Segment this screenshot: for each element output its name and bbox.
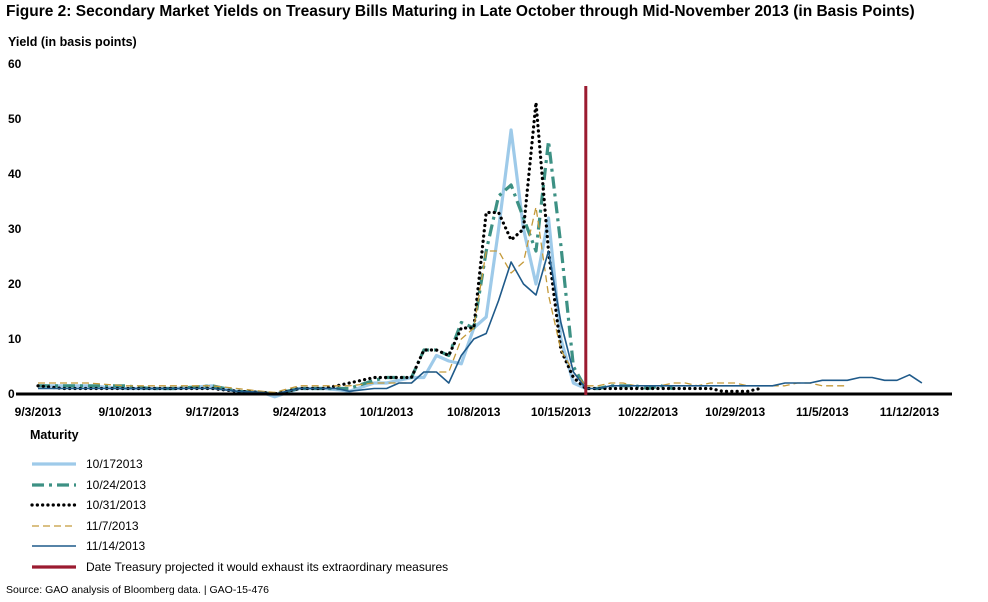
legend-swatch [32,483,76,487]
y-tick-label: 40 [8,167,22,181]
x-tick-label: 9/3/2013 [15,405,62,419]
y-tick-label: 0 [8,387,15,401]
legend: Maturity 10/172013 10/24/2013 10/31/2013 11… [30,428,448,577]
x-tick-label: 10/29/2013 [705,405,765,419]
series-line-2 [38,139,674,396]
x-tick-label: 9/17/2013 [186,405,240,419]
y-tick-label: 10 [8,332,22,346]
legend-item: 11/7/2013 [30,516,448,537]
legend-swatch [32,565,76,569]
x-tick-label: 10/15/2013 [531,405,591,419]
y-tick-label: 30 [8,222,22,236]
chart-title: Figure 2: Secondary Market Yields on Tre… [6,3,915,20]
line-chart: 0 10 20 30 40 50 60 9/3/2013 9/10/2013 9/17/2013… [8,57,952,419]
legend-label: 10/24/2013 [86,477,147,492]
x-tick-label: 10/22/2013 [618,405,678,419]
legend-label: 10/172013 [86,457,143,472]
legend-item: 10/172013 [30,454,448,475]
legend-item: 11/14/2013 [30,536,448,557]
series-line-5 [38,250,923,395]
x-tick-label: 9/24/2013 [273,405,327,419]
x-tick-label: 9/10/2013 [98,405,152,419]
series-line-4 [38,206,848,394]
y-tick-label: 60 [8,57,22,71]
legend-swatch [32,545,76,548]
x-tick-label: 10/1/2013 [360,405,414,419]
y-tick-label: 50 [8,112,22,126]
series-line-1 [38,128,587,399]
source-note: Source: GAO analysis of Bloomberg data. … [6,584,270,596]
legend-label: 11/7/2013 [86,518,139,533]
legend-label: Date Treasury projected it would exhaust… [86,559,449,574]
x-tick-label: 11/12/2013 [880,405,940,419]
legend-item: Date Treasury projected it would exhaust… [30,557,448,578]
legend-swatch [30,503,78,507]
legend-label: 11/14/2013 [86,539,146,554]
legend-label: 10/31/2013 [86,498,147,513]
legend-swatch [32,462,76,466]
legend-item: 10/24/2013 [30,475,448,496]
x-tick-label: 11/5/2013 [796,405,849,419]
legend-title: Maturity [30,428,79,442]
y-axis-label: Yield (in basis points) [8,35,137,49]
series-line-3 [36,100,762,396]
y-tick-label: 20 [8,277,22,291]
legend-swatch [32,525,76,527]
legend-item: 10/31/2013 [30,495,448,516]
x-tick-label: 10/8/2013 [447,405,501,419]
